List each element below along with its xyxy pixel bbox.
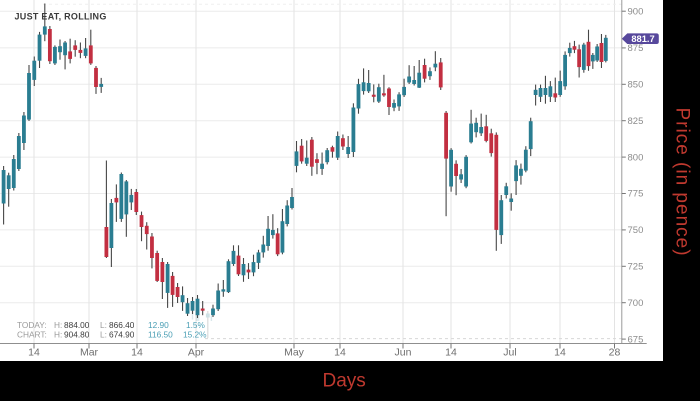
- svg-text:Mar: Mar: [80, 347, 99, 359]
- svg-text:14: 14: [334, 347, 346, 359]
- svg-text:14: 14: [131, 347, 143, 359]
- svg-text:JUST EAT, ROLLING: JUST EAT, ROLLING: [15, 12, 107, 22]
- svg-text:775: 775: [628, 189, 644, 200]
- svg-text:904.80: 904.80: [64, 330, 90, 340]
- svg-text:675: 675: [628, 334, 644, 345]
- svg-text:674.90: 674.90: [109, 330, 135, 340]
- svg-text:700: 700: [628, 298, 644, 309]
- svg-text:May: May: [284, 347, 305, 359]
- svg-text:H:: H:: [54, 320, 62, 330]
- svg-text:800: 800: [628, 152, 644, 163]
- svg-text:881.7: 881.7: [631, 34, 654, 44]
- svg-text:866.40: 866.40: [109, 320, 135, 330]
- svg-text:12.90: 12.90: [148, 320, 169, 330]
- svg-text:900: 900: [628, 6, 644, 17]
- svg-text:H:: H:: [54, 330, 62, 340]
- svg-text:Jun: Jun: [395, 347, 412, 359]
- svg-text:825: 825: [628, 116, 644, 127]
- svg-text:Days: Days: [323, 371, 366, 392]
- svg-text:L:: L:: [100, 320, 107, 330]
- svg-text:TODAY:: TODAY:: [17, 320, 47, 330]
- svg-text:850: 850: [628, 80, 644, 91]
- svg-text:14: 14: [28, 347, 40, 359]
- svg-text:L:: L:: [100, 330, 107, 340]
- svg-text:1.5%: 1.5%: [186, 320, 206, 330]
- svg-text:28: 28: [609, 347, 621, 359]
- svg-text:Price (in pence): Price (in pence): [672, 107, 693, 256]
- svg-text:884.00: 884.00: [64, 320, 90, 330]
- svg-text:750: 750: [628, 225, 644, 236]
- svg-text:CHART:: CHART:: [17, 330, 47, 340]
- svg-text:116.50: 116.50: [148, 330, 173, 340]
- svg-text:14: 14: [445, 347, 457, 359]
- svg-text:875: 875: [628, 43, 644, 54]
- svg-text:725: 725: [628, 262, 644, 273]
- svg-text:15.2%: 15.2%: [183, 330, 207, 340]
- svg-text:14: 14: [554, 347, 566, 359]
- svg-text:Jul: Jul: [503, 347, 516, 359]
- svg-text:Apr: Apr: [188, 347, 205, 359]
